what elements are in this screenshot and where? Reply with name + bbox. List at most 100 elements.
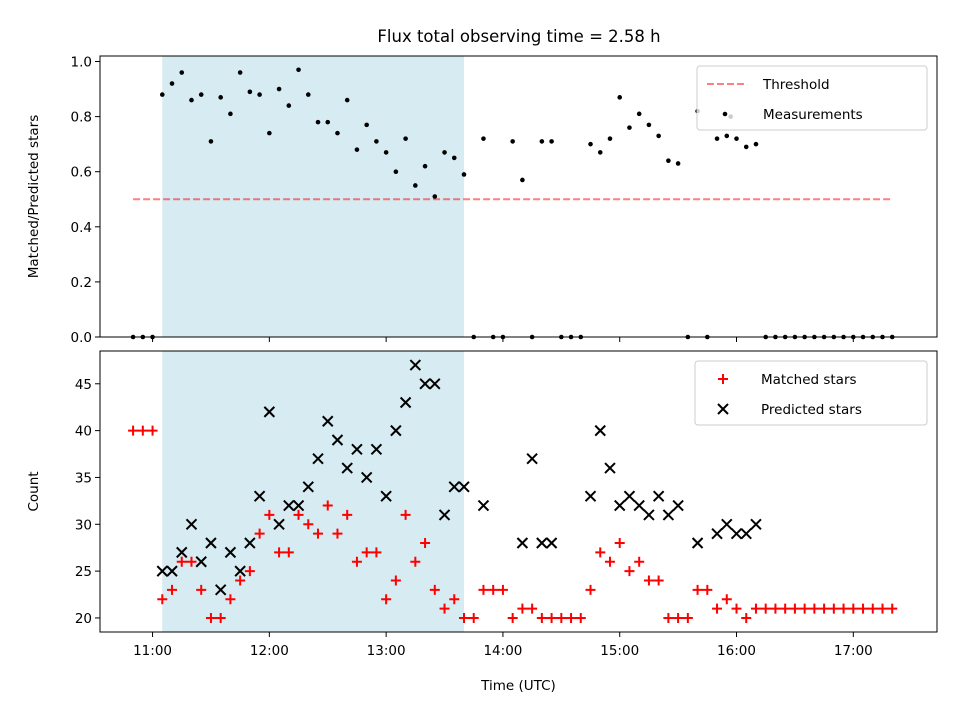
legend-measurement-swatch bbox=[722, 111, 728, 117]
data-point bbox=[510, 139, 515, 144]
data-point bbox=[429, 584, 440, 595]
y-tick-label: 35 bbox=[75, 470, 92, 486]
data-point bbox=[481, 136, 486, 141]
data-point bbox=[652, 490, 665, 502]
legend: Threshold Measurements bbox=[696, 65, 928, 131]
data-point bbox=[838, 603, 849, 614]
y-tick-label: 1.0 bbox=[71, 55, 92, 71]
legend-label: Threshold bbox=[762, 77, 830, 93]
data-point bbox=[244, 537, 256, 549]
series-predicted-stars bbox=[156, 359, 762, 596]
data-point bbox=[461, 172, 467, 177]
data-point bbox=[186, 556, 197, 567]
data-point bbox=[322, 500, 333, 511]
data-point bbox=[597, 150, 603, 155]
data-point bbox=[159, 92, 165, 97]
data-point bbox=[848, 603, 859, 614]
data-point bbox=[566, 612, 577, 623]
y-tick-label: 45 bbox=[75, 377, 92, 393]
y-tick-label: 0.2 bbox=[71, 275, 92, 291]
legend-box bbox=[696, 65, 928, 131]
data-point bbox=[237, 70, 243, 75]
data-point bbox=[789, 603, 800, 614]
data-point bbox=[546, 612, 557, 623]
top-panel: 0.0 0.2 0.4 0.6 0.8 1.0 Matched/Predicted star… bbox=[26, 55, 938, 346]
data-point bbox=[176, 546, 188, 559]
data-point bbox=[351, 443, 363, 456]
data-point bbox=[303, 519, 314, 530]
data-point bbox=[254, 528, 265, 539]
data-point bbox=[176, 556, 187, 567]
data-point bbox=[780, 603, 791, 614]
y-axis-label: Matched/Predicted stars bbox=[26, 115, 42, 278]
data-point bbox=[253, 490, 266, 502]
data-point bbox=[422, 163, 428, 169]
data-point bbox=[702, 584, 713, 595]
data-point bbox=[383, 150, 389, 155]
data-point bbox=[624, 566, 635, 577]
data-point bbox=[432, 194, 438, 199]
data-point bbox=[643, 509, 655, 521]
legend-label: Predicted stars bbox=[761, 402, 862, 418]
data-point bbox=[420, 538, 431, 549]
data-point bbox=[731, 603, 742, 614]
y-tick-label: 0.4 bbox=[71, 220, 92, 236]
legend-predicted-swatch bbox=[717, 403, 729, 415]
data-point bbox=[156, 565, 168, 577]
data-point bbox=[364, 122, 369, 128]
data-point bbox=[244, 566, 255, 577]
data-point bbox=[799, 603, 810, 614]
data-point bbox=[157, 594, 168, 605]
data-point bbox=[208, 139, 214, 144]
data-point bbox=[712, 603, 723, 614]
data-point bbox=[296, 67, 301, 73]
x-axis-label: Time (UTC) bbox=[480, 678, 556, 694]
data-point bbox=[545, 537, 558, 549]
y-tick-label: 40 bbox=[75, 424, 92, 440]
data-point bbox=[429, 378, 441, 390]
data-point bbox=[169, 81, 175, 86]
data-point bbox=[312, 453, 324, 465]
data-point bbox=[185, 518, 198, 530]
data-point bbox=[633, 499, 645, 512]
data-point bbox=[867, 603, 878, 614]
data-point bbox=[656, 133, 661, 139]
data-point bbox=[539, 139, 545, 144]
x-tick-label: 14:00 bbox=[483, 643, 522, 659]
data-point bbox=[448, 481, 460, 493]
data-point bbox=[770, 603, 781, 614]
data-point bbox=[218, 95, 223, 100]
data-point bbox=[393, 169, 399, 175]
data-point bbox=[228, 111, 233, 117]
data-point bbox=[267, 130, 272, 136]
data-point bbox=[636, 111, 642, 117]
data-point bbox=[721, 518, 733, 530]
data-point bbox=[809, 603, 820, 614]
data-point bbox=[458, 612, 469, 623]
data-point bbox=[351, 556, 362, 567]
data-point bbox=[666, 158, 671, 163]
data-point bbox=[607, 136, 613, 141]
data-point bbox=[371, 547, 382, 558]
data-point bbox=[497, 584, 508, 595]
data-point bbox=[527, 603, 538, 614]
data-point bbox=[215, 612, 226, 623]
data-point bbox=[819, 603, 830, 614]
data-point bbox=[381, 594, 392, 605]
observing-span-shade bbox=[162, 56, 464, 337]
data-point bbox=[451, 155, 457, 161]
data-point bbox=[360, 471, 373, 484]
data-point bbox=[305, 92, 311, 97]
x-tick-label: 16:00 bbox=[717, 643, 756, 659]
series-matched-stars bbox=[128, 425, 898, 623]
y-tick-label: 25 bbox=[75, 564, 92, 580]
data-point bbox=[750, 518, 762, 530]
x-tick-label: 13:00 bbox=[367, 643, 406, 659]
data-point bbox=[263, 406, 276, 418]
data-point bbox=[442, 150, 447, 155]
data-point bbox=[439, 603, 450, 614]
data-point bbox=[409, 359, 422, 371]
data-point bbox=[536, 612, 547, 623]
data-point bbox=[449, 594, 460, 605]
data-point bbox=[276, 86, 282, 92]
